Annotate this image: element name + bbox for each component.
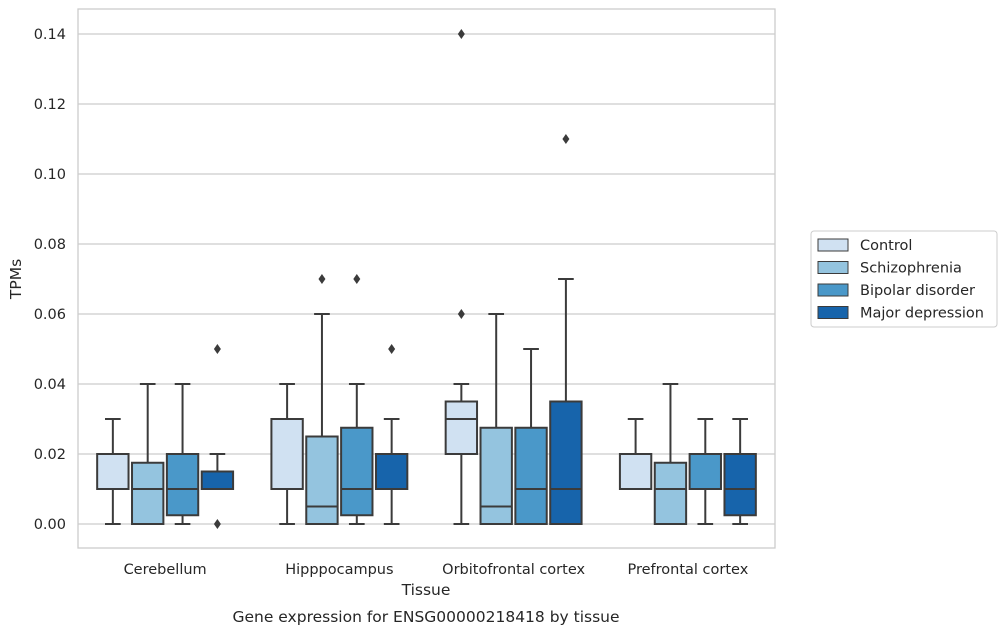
box-orbitofrontal-cortex-major-depression (549, 134, 583, 525)
x-tick-label-hipppocampus: Hipppocampus (285, 562, 393, 578)
legend-frame (810, 230, 998, 328)
box-hipppocampus-major-depression (374, 344, 409, 525)
y-axis-label: TPMs (7, 259, 25, 300)
box-iqr (688, 453, 722, 490)
y-tick-label: 0.00 (34, 517, 66, 533)
box-cerebellum-schizophrenia (131, 383, 165, 525)
legend-swatch-control (817, 238, 849, 252)
legend-swatch-bipolar-disorder (817, 283, 849, 297)
box-iqr (270, 418, 304, 490)
outlier-point (353, 274, 361, 284)
x-tick-label-cerebellum: Cerebellum (124, 562, 207, 578)
box-iqr (131, 461, 165, 525)
box-cerebellum-bipolar-disorder (165, 383, 200, 525)
legend-label-schizophrenia: Schizophrenia (860, 261, 962, 277)
outlier-point (388, 344, 396, 354)
x-tick-label-orbitofrontal-cortex: Orbitofrontal cortex (442, 562, 585, 578)
y-tick-labels: 0.00 0.02 0.04 0.06 0.08 0.10 0.12 0.14 (34, 27, 66, 533)
y-tick-label: 0.14 (34, 27, 66, 43)
box-prefrontal-cortex-schizophrenia (653, 383, 688, 525)
box-iqr (549, 400, 583, 525)
box-hipppocampus-bipolar-disorder (340, 274, 374, 525)
y-tick-label: 0.04 (34, 377, 66, 393)
box-iqr (653, 461, 688, 525)
box-iqr (96, 453, 130, 490)
legend-label-control: Control (860, 238, 912, 254)
legend-label-major-depression: Major depression (860, 306, 984, 322)
legend-swatch-schizophrenia (817, 261, 849, 274)
box-iqr (479, 426, 513, 525)
box-iqr (514, 426, 548, 525)
outlier-point (213, 344, 221, 354)
box-orbitofrontal-cortex-schizophrenia (479, 313, 513, 525)
box-cerebellum-major-depression (200, 344, 235, 529)
plot-frame (77, 8, 776, 549)
outlier-point (457, 29, 465, 39)
box-hipppocampus-schizophrenia (305, 274, 339, 525)
outlier-point (318, 274, 326, 284)
y-tick-label: 0.10 (34, 167, 66, 183)
y-tick-label: 0.02 (34, 447, 66, 463)
chart-caption: Gene expression for ENSG00000218418 by t… (232, 608, 619, 626)
box-prefrontal-cortex-major-depression (723, 418, 757, 525)
outlier-point (457, 309, 465, 319)
y-tick-label: 0.08 (34, 237, 66, 253)
box-iqr (618, 453, 653, 490)
box-iqr (444, 400, 479, 455)
box-orbitofrontal-cortex-control (444, 29, 479, 525)
outlier-point (213, 519, 221, 529)
box-orbitofrontal-cortex-bipolar-disorder (514, 348, 548, 525)
box-iqr (200, 470, 235, 490)
box-hipppocampus-control (270, 383, 304, 525)
box-iqr (305, 435, 339, 525)
legend-swatch-major-depression (817, 306, 849, 319)
box-prefrontal-cortex-bipolar-disorder (688, 418, 722, 525)
outlier-point (562, 134, 570, 144)
x-axis-label: Tissue (401, 581, 451, 599)
box-iqr (165, 453, 200, 517)
box-cerebellum-control (96, 418, 130, 525)
legend: Control Schizophrenia Bipolar disorder Majo… (810, 230, 998, 328)
boxes-layer (96, 29, 757, 529)
y-tick-label: 0.12 (34, 97, 66, 113)
y-tick-label: 0.06 (34, 307, 66, 323)
box-iqr (374, 453, 409, 490)
box-prefrontal-cortex-control (618, 418, 653, 490)
box-iqr (340, 426, 374, 517)
x-tick-labels: Cerebellum Hipppocampus Orbitofrontal cort… (124, 562, 749, 578)
legend-label-bipolar-disorder: Bipolar disorder (860, 283, 975, 299)
x-tick-label-prefrontal-cortex: Prefrontal cortex (627, 562, 748, 578)
box-iqr (723, 453, 757, 517)
